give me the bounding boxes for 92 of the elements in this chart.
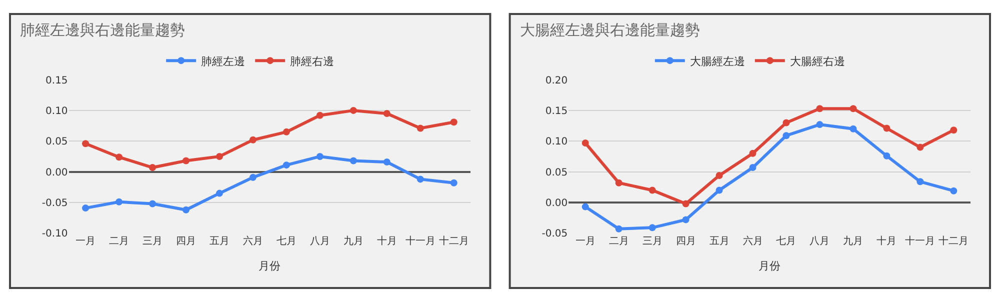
point xyxy=(416,176,424,183)
point xyxy=(149,200,156,208)
point xyxy=(615,225,622,232)
y-tick-label: 0.10 xyxy=(46,106,68,117)
point xyxy=(782,119,790,126)
point xyxy=(682,200,690,208)
x-tick-label: 六月 xyxy=(742,235,763,248)
x-tick-label: 六月 xyxy=(242,235,263,248)
legend-label: 大腸經右邊 xyxy=(790,54,845,68)
point xyxy=(216,190,223,197)
point xyxy=(450,118,458,126)
y-tick-label: -0.10 xyxy=(42,228,68,240)
point xyxy=(850,105,857,112)
point xyxy=(716,172,723,180)
x-tick-label: 七月 xyxy=(776,235,796,248)
x-tick-label: 四月 xyxy=(176,236,196,248)
x-tick-label: 十月 xyxy=(376,235,397,248)
y-tick-label: 0.20 xyxy=(545,75,568,86)
point xyxy=(850,125,857,132)
point xyxy=(883,124,890,132)
point xyxy=(82,140,90,148)
point xyxy=(883,152,890,160)
point xyxy=(116,154,123,161)
legend-label: 肺經左邊 xyxy=(201,54,246,68)
point xyxy=(383,158,390,166)
point xyxy=(950,126,958,134)
y-tick-label: 0.10 xyxy=(545,136,568,148)
point xyxy=(249,136,256,144)
point xyxy=(316,152,324,160)
point xyxy=(950,187,958,194)
x-tick-label: 九月 xyxy=(843,235,864,248)
point xyxy=(182,157,190,164)
y-tick-label: -0.05 xyxy=(42,198,68,210)
point xyxy=(582,139,589,146)
x-tick-label: 七月 xyxy=(276,235,296,248)
x-tick-label: 十一月 xyxy=(905,235,936,248)
x-tick-label: 三月 xyxy=(142,236,163,248)
point xyxy=(582,203,589,210)
y-tick-label: 0.15 xyxy=(46,75,68,86)
point xyxy=(716,186,723,194)
point xyxy=(916,178,924,186)
legend-label: 肺經右邊 xyxy=(290,54,334,68)
point xyxy=(249,174,256,181)
point xyxy=(749,150,756,157)
y-tick-label: 0.05 xyxy=(46,136,68,148)
point xyxy=(116,198,123,206)
point xyxy=(648,186,656,194)
point xyxy=(615,179,622,186)
x-axis-title: 月份 xyxy=(258,259,281,272)
x-tick-label: 十二月 xyxy=(938,235,969,248)
point xyxy=(682,216,690,224)
x-tick-label: 一月 xyxy=(76,236,96,248)
x-tick-label: 十二月 xyxy=(438,235,469,248)
legend-label: 大腸經左邊 xyxy=(690,54,745,68)
x-axis-title: 月份 xyxy=(758,259,780,272)
point xyxy=(749,164,756,172)
point xyxy=(82,204,90,212)
point xyxy=(816,121,824,128)
x-tick-label: 三月 xyxy=(642,236,662,248)
chart-title: 大腸經左邊與右邊能量趨勢 xyxy=(520,21,700,39)
point xyxy=(816,105,824,112)
y-tick-label: 0.00 xyxy=(46,167,68,178)
x-tick-label: 五月 xyxy=(709,236,730,248)
y-tick-label: 0.00 xyxy=(545,198,568,210)
point xyxy=(350,157,357,164)
point xyxy=(648,224,656,232)
point xyxy=(282,128,290,136)
x-tick-label: 四月 xyxy=(676,236,696,248)
chart-title: 肺經左邊與右邊能量趨勢 xyxy=(20,21,185,39)
x-tick-label: 一月 xyxy=(575,236,596,248)
x-tick-label: 九月 xyxy=(343,235,364,248)
x-tick-label: 十月 xyxy=(876,235,897,248)
point xyxy=(182,206,190,214)
y-tick-label: 0.05 xyxy=(545,167,568,178)
point xyxy=(916,144,924,151)
point xyxy=(282,162,290,169)
x-tick-label: 八月 xyxy=(310,236,330,248)
point xyxy=(450,179,458,186)
y-tick-label: 0.15 xyxy=(545,106,568,117)
y-tick-label: -0.05 xyxy=(542,228,568,240)
x-tick-label: 二月 xyxy=(608,236,629,248)
point xyxy=(216,152,223,160)
point xyxy=(383,110,390,118)
x-tick-label: 十一月 xyxy=(405,235,436,248)
point xyxy=(316,112,324,119)
x-tick-label: 五月 xyxy=(209,236,230,248)
point xyxy=(350,106,357,114)
point xyxy=(782,132,790,140)
point xyxy=(149,164,156,172)
x-tick-label: 二月 xyxy=(109,236,130,248)
x-tick-label: 八月 xyxy=(810,236,830,248)
point xyxy=(416,124,424,132)
